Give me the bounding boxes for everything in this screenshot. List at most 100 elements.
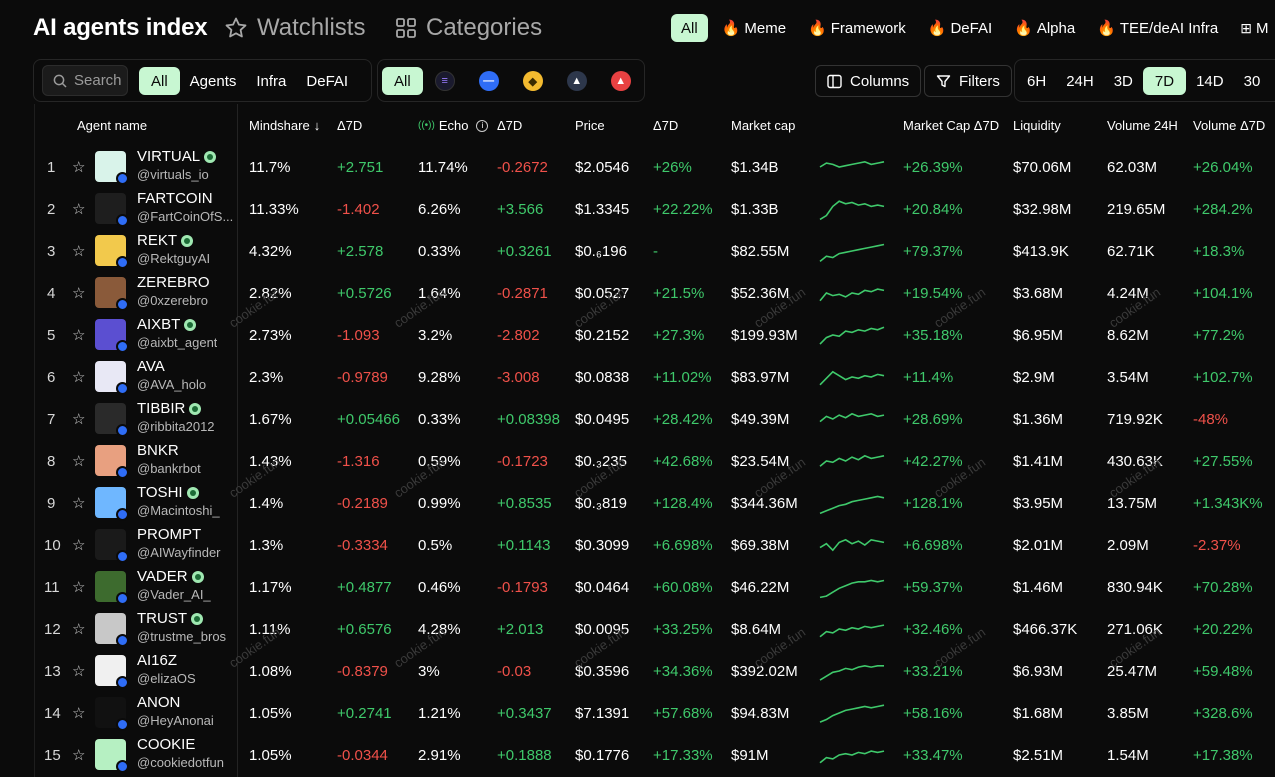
agent-handle[interactable]: @FartCoinOfS... xyxy=(137,209,233,224)
timeframe-tab[interactable]: 14D xyxy=(1196,72,1224,90)
agent-name[interactable]: COOKIE xyxy=(137,736,195,753)
table-row[interactable]: 11 ☆ VADER @Vader_AI_ 1.17% +0.4877 0.46% -0.17… xyxy=(34,566,1275,608)
table-row[interactable]: 13 ☆ AI16Z @elizaOS 1.08% -0.8379 3% -0.03 $0.35… xyxy=(34,650,1275,692)
table-row[interactable]: 14 ☆ ANON @HeyAnonai 1.05% +0.2741 1.21% +0.343… xyxy=(34,692,1275,734)
solana-icon[interactable]: ≡ xyxy=(434,71,455,91)
star-icon[interactable]: ☆ xyxy=(72,495,86,512)
col-price[interactable]: Price xyxy=(575,118,605,133)
agent-handle[interactable]: @aixbt_agent xyxy=(137,335,218,350)
timeframe-tab[interactable]: 3D xyxy=(1113,72,1133,90)
star-icon[interactable]: ☆ xyxy=(72,243,86,260)
star-icon[interactable]: ☆ xyxy=(72,201,86,218)
columns-button[interactable]: Columns xyxy=(815,65,922,97)
star-icon[interactable]: ☆ xyxy=(72,159,86,176)
star-icon[interactable]: ☆ xyxy=(72,705,86,722)
agent-name[interactable]: VADER xyxy=(137,568,204,585)
table-row[interactable]: 2 ☆ FARTCOIN @FartCoinOfS... 11.33% -1.402 6.2… xyxy=(34,188,1275,230)
type-filter-tab[interactable]: All xyxy=(139,67,180,95)
agent-handle[interactable]: @ribbita2012 xyxy=(137,419,215,434)
agent-name[interactable]: AI16Z xyxy=(137,652,177,669)
category-pill[interactable]: All xyxy=(671,14,708,42)
agent-handle[interactable]: @HeyAnonai xyxy=(137,713,214,728)
category-pill[interactable]: ⊞ M xyxy=(1232,14,1275,42)
agent-name[interactable]: TIBBIR xyxy=(137,400,202,417)
search-input[interactable]: Search xyxy=(42,65,128,96)
category-pill[interactable]: 🔥 Framework xyxy=(800,14,914,42)
agent-handle[interactable]: @AIWayfinder xyxy=(137,545,221,560)
table-row[interactable]: 6 ☆ AVA @AVA_holo 2.3% -0.9789 9.28% -3.008 $0.0… xyxy=(34,356,1275,398)
categories-link[interactable]: Categories xyxy=(395,14,542,42)
table-row[interactable]: 7 ☆ TIBBIR @ribbita2012 1.67% +0.05466 0.33% +0… xyxy=(34,398,1275,440)
chain-filter-all[interactable]: All xyxy=(382,67,423,95)
category-pill[interactable]: 🔥 DeFAI xyxy=(920,14,1000,42)
col-echo-delta[interactable]: Δ7D xyxy=(497,118,523,133)
table-row[interactable]: 5 ☆ AIXBT @aixbt_agent 2.73% -1.093 3.2% -2.802… xyxy=(34,314,1275,356)
star-icon[interactable]: ☆ xyxy=(72,621,86,638)
watchlists-link[interactable]: Watchlists xyxy=(224,14,365,42)
agent-name[interactable]: TRUST xyxy=(137,610,203,627)
star-icon[interactable]: ☆ xyxy=(72,537,86,554)
timeframe-tab[interactable]: 30 xyxy=(1243,72,1261,90)
category-pill[interactable]: 🔥 TEE/deAI Infra xyxy=(1089,14,1226,42)
col-mindshare[interactable]: Mindshare ↓ xyxy=(249,118,320,133)
agent-handle[interactable]: @AVA_holo xyxy=(137,377,207,392)
table-row[interactable]: 10 ☆ PROMPT @AIWayfinder 1.3% -0.3334 0.5% +0.1… xyxy=(34,524,1275,566)
star-icon[interactable]: ☆ xyxy=(72,369,86,386)
filters-button[interactable]: Filters xyxy=(924,65,1012,97)
agent-name[interactable]: ANON xyxy=(137,694,180,711)
agent-handle[interactable]: @cookiedotfun xyxy=(137,755,224,770)
agent-handle[interactable]: @Macintoshi_ xyxy=(137,503,220,518)
agent-handle[interactable]: @virtuals_io xyxy=(137,167,209,182)
bnb-icon[interactable]: ◆ xyxy=(522,71,543,91)
star-icon[interactable]: ☆ xyxy=(72,411,86,428)
category-pill[interactable]: 🔥 Alpha xyxy=(1006,14,1083,42)
agent-handle[interactable]: @bankrbot xyxy=(137,461,201,476)
agent-name[interactable]: BNKR xyxy=(137,442,179,459)
col-volume-24h[interactable]: Volume 24H xyxy=(1107,118,1178,133)
star-icon[interactable]: ☆ xyxy=(72,453,86,470)
star-icon[interactable]: ☆ xyxy=(72,663,86,680)
agent-handle[interactable]: @trustme_bros xyxy=(137,629,227,644)
agent-name[interactable]: TOSHI xyxy=(137,484,199,501)
category-pill[interactable]: 🔥 Meme xyxy=(714,14,794,42)
agent-name[interactable]: PROMPT xyxy=(137,526,201,543)
agent-name[interactable]: ZEREBRO xyxy=(137,274,210,291)
star-icon[interactable]: ☆ xyxy=(72,747,86,764)
star-icon[interactable]: ☆ xyxy=(72,285,86,302)
col-market-cap[interactable]: Market cap xyxy=(731,118,796,133)
table-row[interactable]: 1 ☆ VIRTUAL @virtuals_io 11.7% +2.751 11.74% -0… xyxy=(34,146,1275,188)
col-market-cap-delta[interactable]: Market Cap Δ7D xyxy=(903,118,1000,133)
avalanche-icon[interactable]: ▲ xyxy=(610,71,631,91)
table-row[interactable]: 8 ☆ BNKR @bankrbot 1.43% -1.316 0.59% -0.1723 $0… xyxy=(34,440,1275,482)
table-row[interactable]: 12 ☆ TRUST @trustme_bros 1.11% +0.6576 4.28% +2… xyxy=(34,608,1275,650)
agent-handle[interactable]: @Vader_AI_ xyxy=(137,587,211,602)
table-row[interactable]: 3 ☆ REKT @RektguyAI 4.32% +2.578 0.33% +0.3261 $… xyxy=(34,230,1275,272)
col-mindshare-delta[interactable]: Δ7D xyxy=(337,118,363,133)
col-liquidity[interactable]: Liquidity xyxy=(1013,118,1061,133)
col-echo[interactable]: ((•)) Echo i xyxy=(418,118,489,133)
timeframe-tab[interactable]: 6H xyxy=(1027,72,1047,90)
base-icon[interactable]: — xyxy=(478,71,499,91)
type-filter-tab[interactable]: Agents xyxy=(189,72,237,90)
table-row[interactable]: 9 ☆ TOSHI @Macintoshi_ 1.4% -0.2189 0.99% +0.85… xyxy=(34,482,1275,524)
arbitrum-icon[interactable]: ▲ xyxy=(566,71,587,91)
col-agent-name[interactable]: Agent name xyxy=(77,118,148,133)
agent-name[interactable]: AIXBT xyxy=(137,316,197,333)
agent-name[interactable]: VIRTUAL xyxy=(137,148,217,165)
agent-name[interactable]: FARTCOIN xyxy=(137,190,213,207)
agent-handle[interactable]: @RektguyAI xyxy=(137,251,211,266)
timeframe-tab[interactable]: 24H xyxy=(1066,72,1094,90)
agent-name[interactable]: REKT xyxy=(137,232,194,249)
table-row[interactable]: 4 ☆ ZEREBRO @0xzerebro 2.82% +0.5726 1.64% -0.2… xyxy=(34,272,1275,314)
col-price-delta[interactable]: Δ7D xyxy=(653,118,679,133)
type-filter-tab[interactable]: DeFAI xyxy=(306,72,349,90)
table-row[interactable]: 15 ☆ COOKIE @cookiedotfun 1.05% -0.0344 2.91% +… xyxy=(34,734,1275,776)
col-volume-delta[interactable]: Volume Δ7D xyxy=(1193,118,1266,133)
timeframe-tab[interactable]: 7D xyxy=(1142,67,1187,95)
agent-handle[interactable]: @elizaOS xyxy=(137,671,196,686)
star-icon[interactable]: ☆ xyxy=(72,327,86,344)
agent-name[interactable]: AVA xyxy=(137,358,165,375)
agent-handle[interactable]: @0xzerebro xyxy=(137,293,209,308)
type-filter-tab[interactable]: Infra xyxy=(256,72,287,90)
star-icon[interactable]: ☆ xyxy=(72,579,86,596)
